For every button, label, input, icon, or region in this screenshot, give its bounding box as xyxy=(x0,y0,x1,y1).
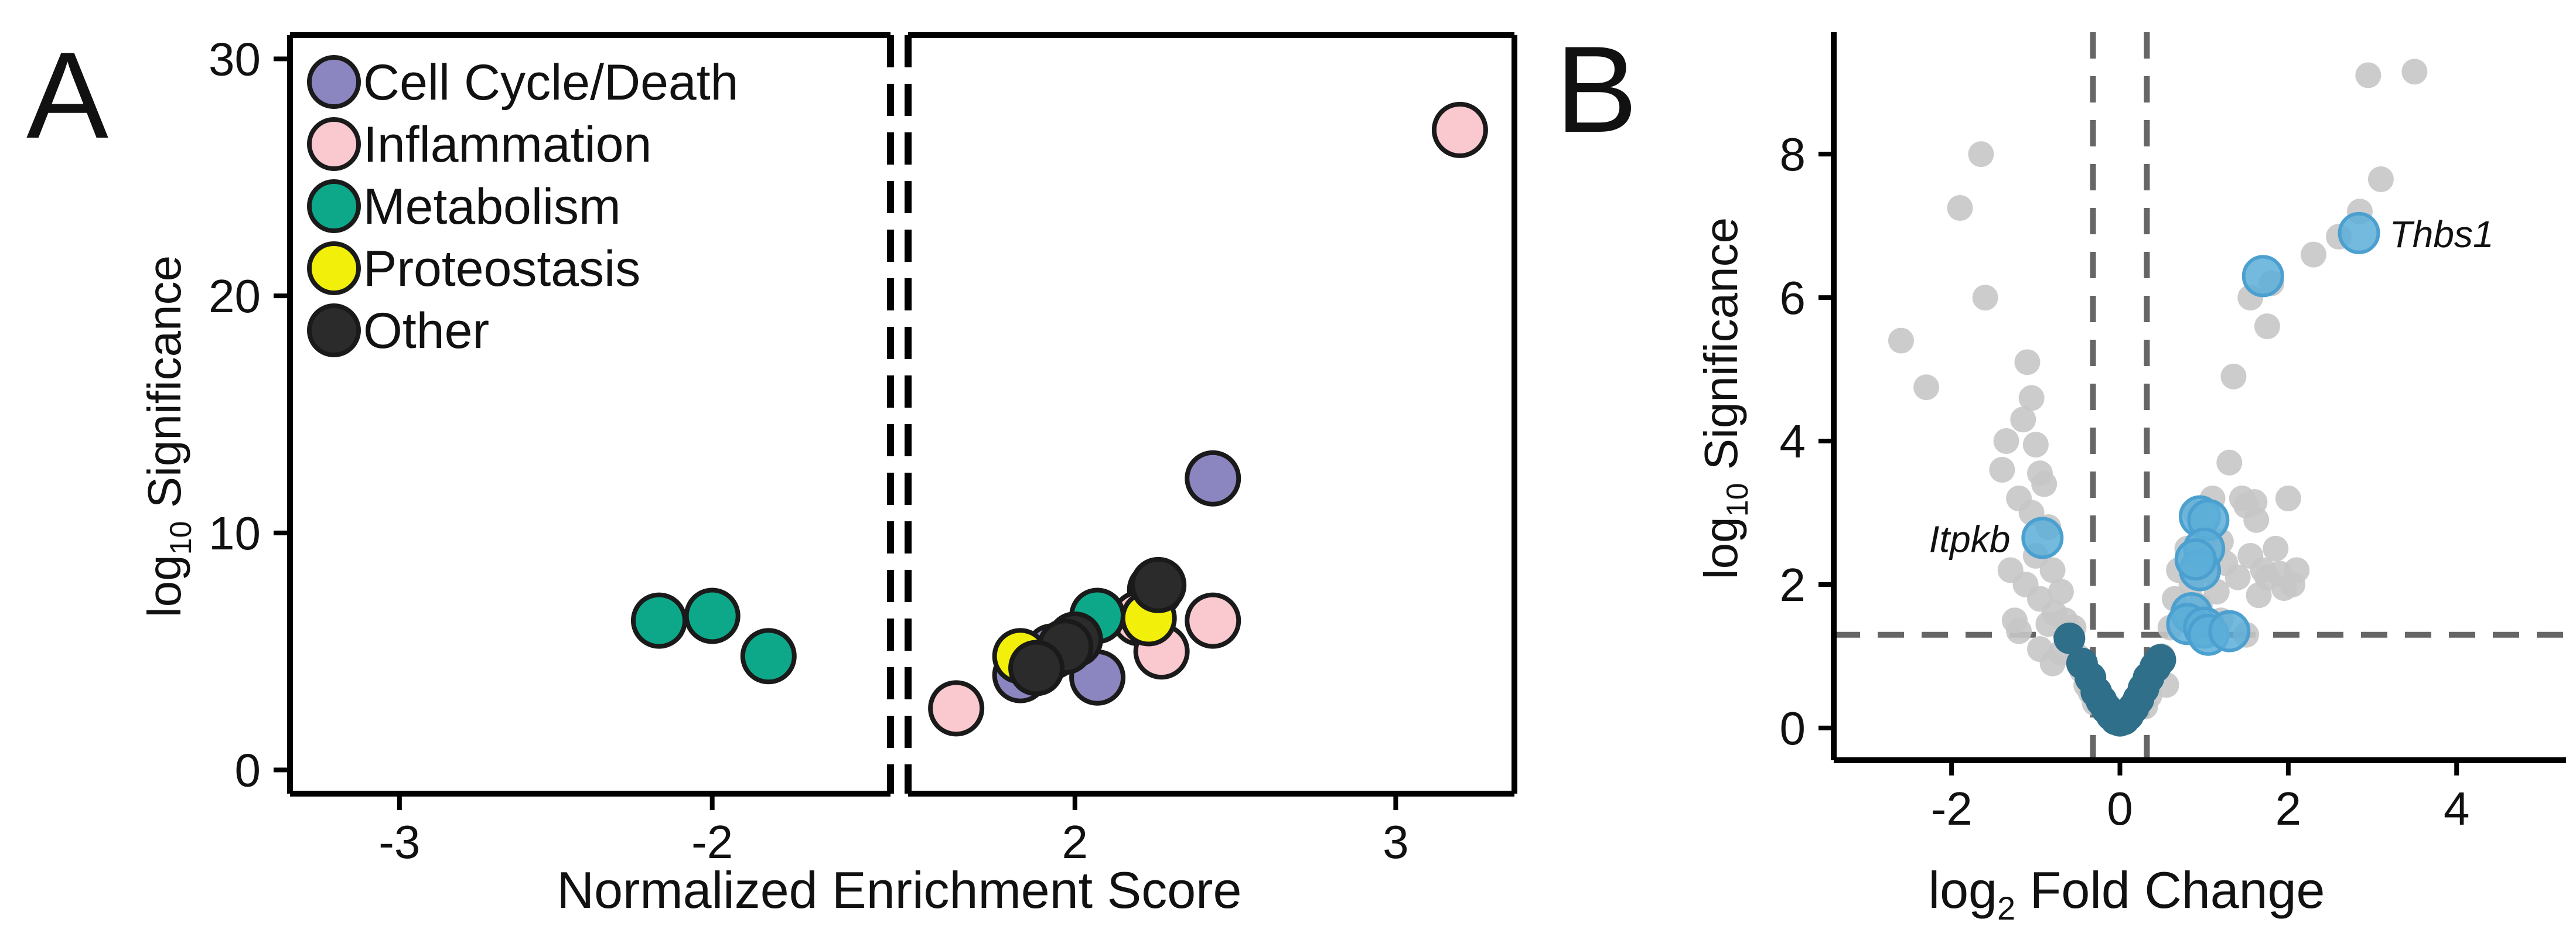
panel-a-x-tick-label: -3 xyxy=(378,816,420,868)
panel-a-legend: Cell Cycle/Death Inflammation Metabolism Pr… xyxy=(307,54,738,359)
panel-a-point-inflammation xyxy=(1185,592,1241,649)
panel-b-y-title-suffix: Significance xyxy=(1695,217,1747,483)
legend-label-cell-cycle-death: Cell Cycle/Death xyxy=(363,54,738,111)
panel-a-point-inflammation xyxy=(928,680,985,737)
panel-b-point-highlighted xyxy=(2174,538,2217,581)
panel-b-point-background xyxy=(1968,141,1994,168)
panel-b-point-nonsignificant xyxy=(2053,622,2086,654)
panel-a-point-metabolism xyxy=(630,592,687,649)
panel-b-annotations: Thbs1 Itpkb xyxy=(1929,213,2494,560)
legend-marker-cell-cycle-death xyxy=(307,55,361,109)
panel-a-y-ticks: 0 10 20 30 xyxy=(209,33,290,797)
panel-a-frame xyxy=(287,32,1517,797)
panel-b-point-background xyxy=(1947,195,1973,221)
panel-b-point-background xyxy=(2018,385,2045,411)
panel-a-y-tick-label: 10 xyxy=(209,507,261,559)
panel-b-point-background xyxy=(2355,62,2381,88)
panel-a-y-tick-label: 0 xyxy=(235,744,261,797)
panel-b-x-tick-label: 0 xyxy=(2107,783,2133,835)
panel-a-point-other xyxy=(1008,640,1065,696)
panel-b-point-background xyxy=(2284,557,2310,583)
panel-a-x-ticks: -3 -2 2 3 xyxy=(378,794,1409,868)
panel-a-point-metabolism xyxy=(740,628,797,685)
legend-label-metabolism: Metabolism xyxy=(363,179,621,235)
panel-b-point-background xyxy=(2367,166,2394,193)
panel-b-y-title-prefix: log xyxy=(1695,517,1747,579)
panel-b-point-background xyxy=(1888,327,1914,354)
panel-b-point-background xyxy=(2022,432,2049,458)
legend-label-proteostasis: Proteostasis xyxy=(363,241,640,297)
panel-b-y-title-subscript: 10 xyxy=(1721,483,1755,517)
panel-b-point-background xyxy=(2300,241,2326,268)
panel-b-y-tick-label: 4 xyxy=(1780,415,1806,467)
panel-b-point-highlighted xyxy=(2208,610,2251,652)
panel-a-point-metabolism xyxy=(684,587,741,644)
panel-a-y-title-suffix: Significance xyxy=(138,255,190,521)
panel-a-points xyxy=(630,101,1488,737)
panel-b-x-title-prefix: log xyxy=(1929,861,1997,919)
panel-b-x-tick-label: 4 xyxy=(2444,783,2470,835)
panel-a-letter: A xyxy=(26,26,108,164)
panel-b-point-background xyxy=(2039,557,2066,583)
panel-b-point-background xyxy=(2014,349,2041,375)
panel-a-y-title-subscript: 10 xyxy=(164,521,198,555)
panel-b-point-highlighted xyxy=(2021,517,2064,559)
legend-marker-other xyxy=(307,303,361,357)
panel-a-chart: Cell Cycle/Death Inflammation Metabolism Pr… xyxy=(138,32,1517,919)
panel-b-x-tick-label: 2 xyxy=(2275,783,2302,835)
panel-b-point-nonsignificant xyxy=(2144,644,2176,676)
panel-a-y-tick-label: 20 xyxy=(209,270,261,322)
legend-marker-metabolism xyxy=(307,179,361,233)
panel-b-point-background xyxy=(2243,507,2270,533)
panel-b-point-background xyxy=(2401,59,2428,85)
legend-marker-proteostasis xyxy=(307,241,361,295)
panel-b-y-ticks: 0 2 4 6 8 xyxy=(1780,128,1834,754)
panel-b-point-background xyxy=(2275,486,2301,512)
panel-b-x-title-suffix: Fold Change xyxy=(2015,861,2325,919)
panel-a-point-inflammation xyxy=(1431,101,1488,158)
legend-label-other: Other xyxy=(363,303,489,359)
panel-b-point-background xyxy=(2006,618,2032,644)
panel-b-point-background xyxy=(1993,428,2019,455)
panel-b-x-title-subscript: 2 xyxy=(1997,890,2015,927)
panel-b-y-axis-title: log10 Significance xyxy=(1695,217,1755,579)
legend-label-inflammation: Inflammation xyxy=(363,117,651,173)
panel-b-point-background xyxy=(2031,471,2058,497)
panel-b-point-background xyxy=(2220,363,2247,390)
panel-b-x-ticks: -2 0 2 4 xyxy=(1931,760,2470,835)
panel-b-point-background xyxy=(2216,449,2243,476)
panel-a-y-tick-label: 30 xyxy=(209,33,261,85)
panel-b-point-background xyxy=(2224,564,2251,590)
panel-b-letter: B xyxy=(1555,20,1637,158)
panel-b-y-tick-label: 8 xyxy=(1780,128,1806,180)
panel-b-x-tick-label: -2 xyxy=(1931,783,1973,835)
panel-b-point-background xyxy=(1989,457,2015,483)
panel-b-y-tick-label: 2 xyxy=(1780,559,1806,611)
panel-b-point-background xyxy=(2263,535,2289,562)
panel-b-point-highlighted xyxy=(2241,255,2284,298)
legend-marker-inflammation xyxy=(307,117,361,171)
panel-b-point-highlighted xyxy=(2338,211,2380,254)
panel-b-point-background xyxy=(1972,285,1998,311)
panel-a-x-axis-title: Normalized Enrichment Score xyxy=(557,861,1242,919)
panel-a-y-title-prefix: log xyxy=(138,555,190,617)
panel-b-y-tick-label: 6 xyxy=(1780,272,1806,324)
panel-a-x-tick-label: -2 xyxy=(691,816,733,868)
panel-b-x-axis-title: log2 Fold Change xyxy=(1929,861,2325,927)
panel-b-point-background xyxy=(2010,406,2036,433)
panel-b-point-background xyxy=(2254,313,2280,340)
panel-b-points xyxy=(1888,59,2428,737)
panel-a-y-axis-title: log10 Significance xyxy=(138,255,198,617)
panel-b-gene-label-thbs1: Thbs1 xyxy=(2390,213,2494,255)
panel-b-gene-label-itpkb: Itpkb xyxy=(1929,518,2011,560)
panel-b-point-background xyxy=(2048,579,2074,605)
panel-a-point-cell-cycle-death xyxy=(1185,450,1241,507)
panel-b-point-background xyxy=(1913,374,1940,401)
panel-a-point-other xyxy=(1130,556,1187,613)
panel-a-x-tick-label: 3 xyxy=(1383,816,1409,868)
panel-a-x-tick-label: 2 xyxy=(1062,816,1089,868)
panel-b-y-tick-label: 0 xyxy=(1780,702,1806,754)
